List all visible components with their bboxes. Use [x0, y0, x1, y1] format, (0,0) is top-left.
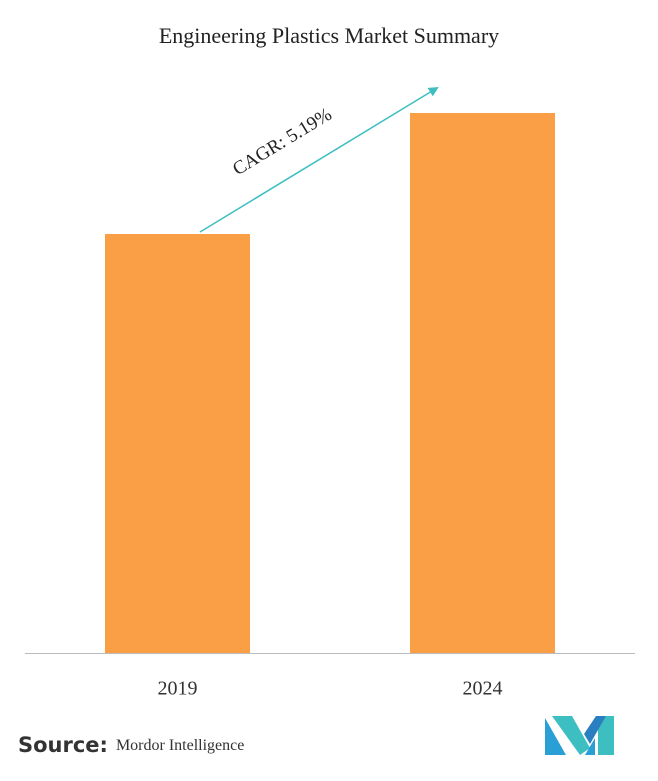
bar [105, 234, 250, 653]
cagr-arrow [199, 86, 439, 233]
bar [410, 113, 555, 653]
logo [545, 716, 614, 755]
x-tick-label: 2019 [158, 678, 198, 700]
source-text: Source: Mordor Intelligence [18, 733, 244, 757]
x-tick-label: 2024 [463, 678, 503, 700]
source-label: Source: [18, 733, 108, 757]
cagr-label: CAGR: 5.19% [229, 104, 336, 180]
chart-title: Engineering Plastics Market Summary [159, 23, 499, 48]
source-name: Mordor Intelligence [116, 737, 244, 754]
